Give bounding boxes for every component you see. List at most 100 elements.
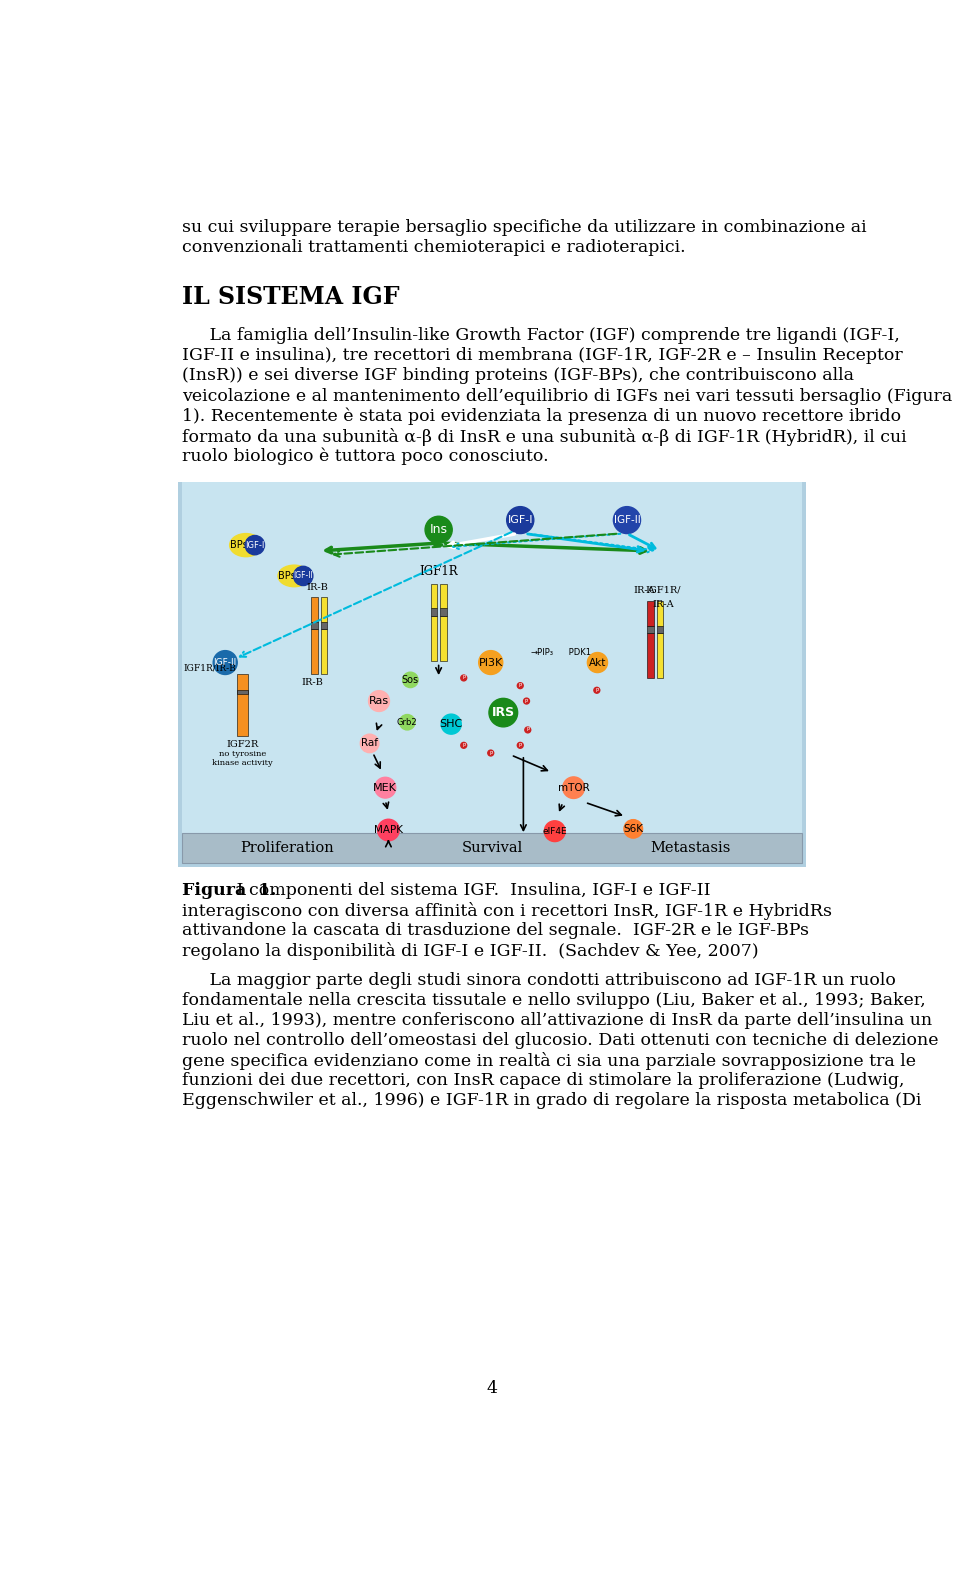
Circle shape bbox=[461, 743, 467, 748]
Circle shape bbox=[399, 714, 415, 730]
Text: Figura  1.: Figura 1. bbox=[182, 882, 276, 900]
Text: Sos: Sos bbox=[402, 675, 419, 684]
Text: IGF1R: IGF1R bbox=[420, 565, 458, 578]
Text: veicolazione e al mantenimento dell’equilibrio di IGFs nei vari tessuti bersagli: veicolazione e al mantenimento dell’equi… bbox=[182, 388, 952, 404]
Text: Metastasis: Metastasis bbox=[650, 841, 731, 855]
Text: ruolo nel controllo dell’omeostasi del glucosio. Dati ottenuti con tecniche di d: ruolo nel controllo dell’omeostasi del g… bbox=[182, 1033, 939, 1049]
Bar bbox=[321, 629, 327, 675]
Circle shape bbox=[425, 516, 452, 543]
Text: I componenti del sistema IGF.  Insulina, IGF-I e IGF-II: I componenti del sistema IGF. Insulina, … bbox=[230, 882, 710, 900]
Bar bbox=[237, 689, 249, 694]
Text: Liu et al., 1993), mentre conferiscono all’attivazione di InsR da parte dell’ins: Liu et al., 1993), mentre conferiscono a… bbox=[182, 1012, 932, 1030]
Text: formato da una subunità α-β di InsR e una subunità α-β di IGF-1R (HybridR), il c: formato da una subunità α-β di InsR e un… bbox=[182, 428, 906, 445]
Circle shape bbox=[624, 819, 642, 838]
Text: IGF1R/IR-B: IGF1R/IR-B bbox=[183, 664, 236, 673]
Bar bbox=[431, 616, 438, 661]
Bar bbox=[440, 616, 446, 661]
Circle shape bbox=[613, 507, 640, 534]
Text: IGF-I: IGF-I bbox=[245, 540, 265, 550]
Text: regolano la disponibilità di IGF-I e IGF-II.  (Sachdev & Yee, 2007): regolano la disponibilità di IGF-I e IGF… bbox=[182, 942, 758, 960]
Text: interagiscono con diversa affinità con i recettori InsR, IGF-1R e HybridRs: interagiscono con diversa affinità con i… bbox=[182, 901, 832, 920]
Text: IGF-II: IGF-II bbox=[213, 657, 237, 667]
Text: Survival: Survival bbox=[462, 841, 522, 855]
Ellipse shape bbox=[229, 534, 262, 556]
Text: Ins: Ins bbox=[430, 523, 447, 537]
Text: La famiglia dell’Insulin-like Growth Factor (IGF) comprende tre ligandi (IGF-I,: La famiglia dell’Insulin-like Growth Fac… bbox=[182, 328, 900, 344]
Text: mTOR: mTOR bbox=[558, 782, 589, 792]
Text: Proliferation: Proliferation bbox=[241, 841, 334, 855]
Text: P: P bbox=[526, 727, 529, 732]
Circle shape bbox=[588, 653, 608, 673]
Circle shape bbox=[374, 778, 396, 798]
Bar bbox=[657, 600, 663, 626]
Bar bbox=[647, 600, 654, 626]
Text: Grb2: Grb2 bbox=[396, 718, 418, 727]
Text: MAPK: MAPK bbox=[374, 825, 403, 835]
Circle shape bbox=[479, 651, 503, 675]
Circle shape bbox=[525, 727, 531, 733]
Text: Ras: Ras bbox=[369, 695, 389, 706]
Circle shape bbox=[489, 699, 517, 727]
Text: P: P bbox=[518, 743, 522, 748]
Circle shape bbox=[294, 567, 313, 586]
Text: IGF2R: IGF2R bbox=[227, 740, 259, 749]
Text: P: P bbox=[462, 675, 466, 681]
Text: IRS: IRS bbox=[492, 706, 515, 719]
Text: Eggenschwiler et al., 1996) e IGF-1R in grado di regolare la risposta metabolica: Eggenschwiler et al., 1996) e IGF-1R in … bbox=[182, 1093, 922, 1109]
Text: gene specifica evidenziano come in realtà ci sia una parziale sovrapposizione tr: gene specifica evidenziano come in realt… bbox=[182, 1052, 916, 1071]
Bar bbox=[440, 583, 446, 608]
Text: IGF-I: IGF-I bbox=[508, 515, 533, 526]
Text: PDK1: PDK1 bbox=[566, 648, 591, 657]
Circle shape bbox=[360, 733, 379, 752]
Text: BPs: BPs bbox=[230, 540, 248, 550]
Text: IR-A: IR-A bbox=[652, 600, 674, 608]
Circle shape bbox=[594, 687, 600, 694]
Bar bbox=[179, 482, 805, 866]
Text: →PIP₃: →PIP₃ bbox=[531, 648, 554, 657]
Bar bbox=[182, 833, 802, 863]
Text: IGF-II: IGF-II bbox=[294, 572, 313, 580]
Bar bbox=[431, 608, 438, 616]
Text: P: P bbox=[595, 687, 598, 692]
Circle shape bbox=[507, 507, 534, 534]
Circle shape bbox=[213, 651, 237, 675]
Circle shape bbox=[523, 699, 530, 703]
Ellipse shape bbox=[278, 565, 310, 586]
Circle shape bbox=[377, 819, 399, 841]
Text: no tyrosine: no tyrosine bbox=[219, 749, 267, 757]
Text: P: P bbox=[518, 683, 522, 687]
Text: IL SISTEMA IGF: IL SISTEMA IGF bbox=[182, 285, 399, 309]
Text: P: P bbox=[489, 751, 492, 756]
Text: (InsR)) e sei diverse IGF binding proteins (IGF-BPs), che contribuiscono alla: (InsR)) e sei diverse IGF binding protei… bbox=[182, 367, 854, 385]
Circle shape bbox=[563, 776, 585, 798]
Text: MEK: MEK bbox=[373, 782, 397, 792]
Text: SHC: SHC bbox=[440, 719, 463, 729]
Bar bbox=[311, 623, 318, 629]
Text: su cui sviluppare terapie bersaglio specifiche da utilizzare in combinazione ai: su cui sviluppare terapie bersaglio spec… bbox=[182, 219, 867, 236]
Bar bbox=[311, 629, 318, 675]
Bar bbox=[237, 675, 249, 735]
Text: attivandone la cascata di trasduzione del segnale.  IGF-2R e le IGF-BPs: attivandone la cascata di trasduzione de… bbox=[182, 922, 809, 939]
Text: S6K: S6K bbox=[623, 824, 643, 833]
Bar bbox=[657, 626, 663, 634]
Bar bbox=[657, 634, 663, 678]
Text: PI3K: PI3K bbox=[479, 657, 503, 667]
Bar bbox=[431, 583, 438, 608]
Text: Raf: Raf bbox=[361, 738, 378, 748]
Text: 1). Recentemente è stata poi evidenziata la presenza di un nuovo recettore ibrid: 1). Recentemente è stata poi evidenziata… bbox=[182, 407, 901, 425]
Bar bbox=[182, 482, 802, 833]
Bar bbox=[311, 597, 318, 623]
Text: IGF-II: IGF-II bbox=[613, 515, 640, 526]
Circle shape bbox=[442, 714, 461, 733]
Text: La maggior parte degli studi sinora condotti attribuiscono ad IGF-1R un ruolo: La maggior parte degli studi sinora cond… bbox=[182, 973, 896, 988]
Circle shape bbox=[544, 821, 565, 841]
Bar bbox=[321, 597, 327, 623]
Text: funzioni dei due recettori, con InsR capace di stimolare la proliferazione (Ludw: funzioni dei due recettori, con InsR cap… bbox=[182, 1072, 904, 1090]
Bar bbox=[647, 634, 654, 678]
Circle shape bbox=[245, 535, 265, 554]
Text: P: P bbox=[462, 743, 466, 748]
Circle shape bbox=[461, 675, 467, 681]
Text: IR-A: IR-A bbox=[634, 586, 655, 594]
Text: Akt: Akt bbox=[588, 657, 606, 667]
Text: 4: 4 bbox=[487, 1380, 497, 1397]
